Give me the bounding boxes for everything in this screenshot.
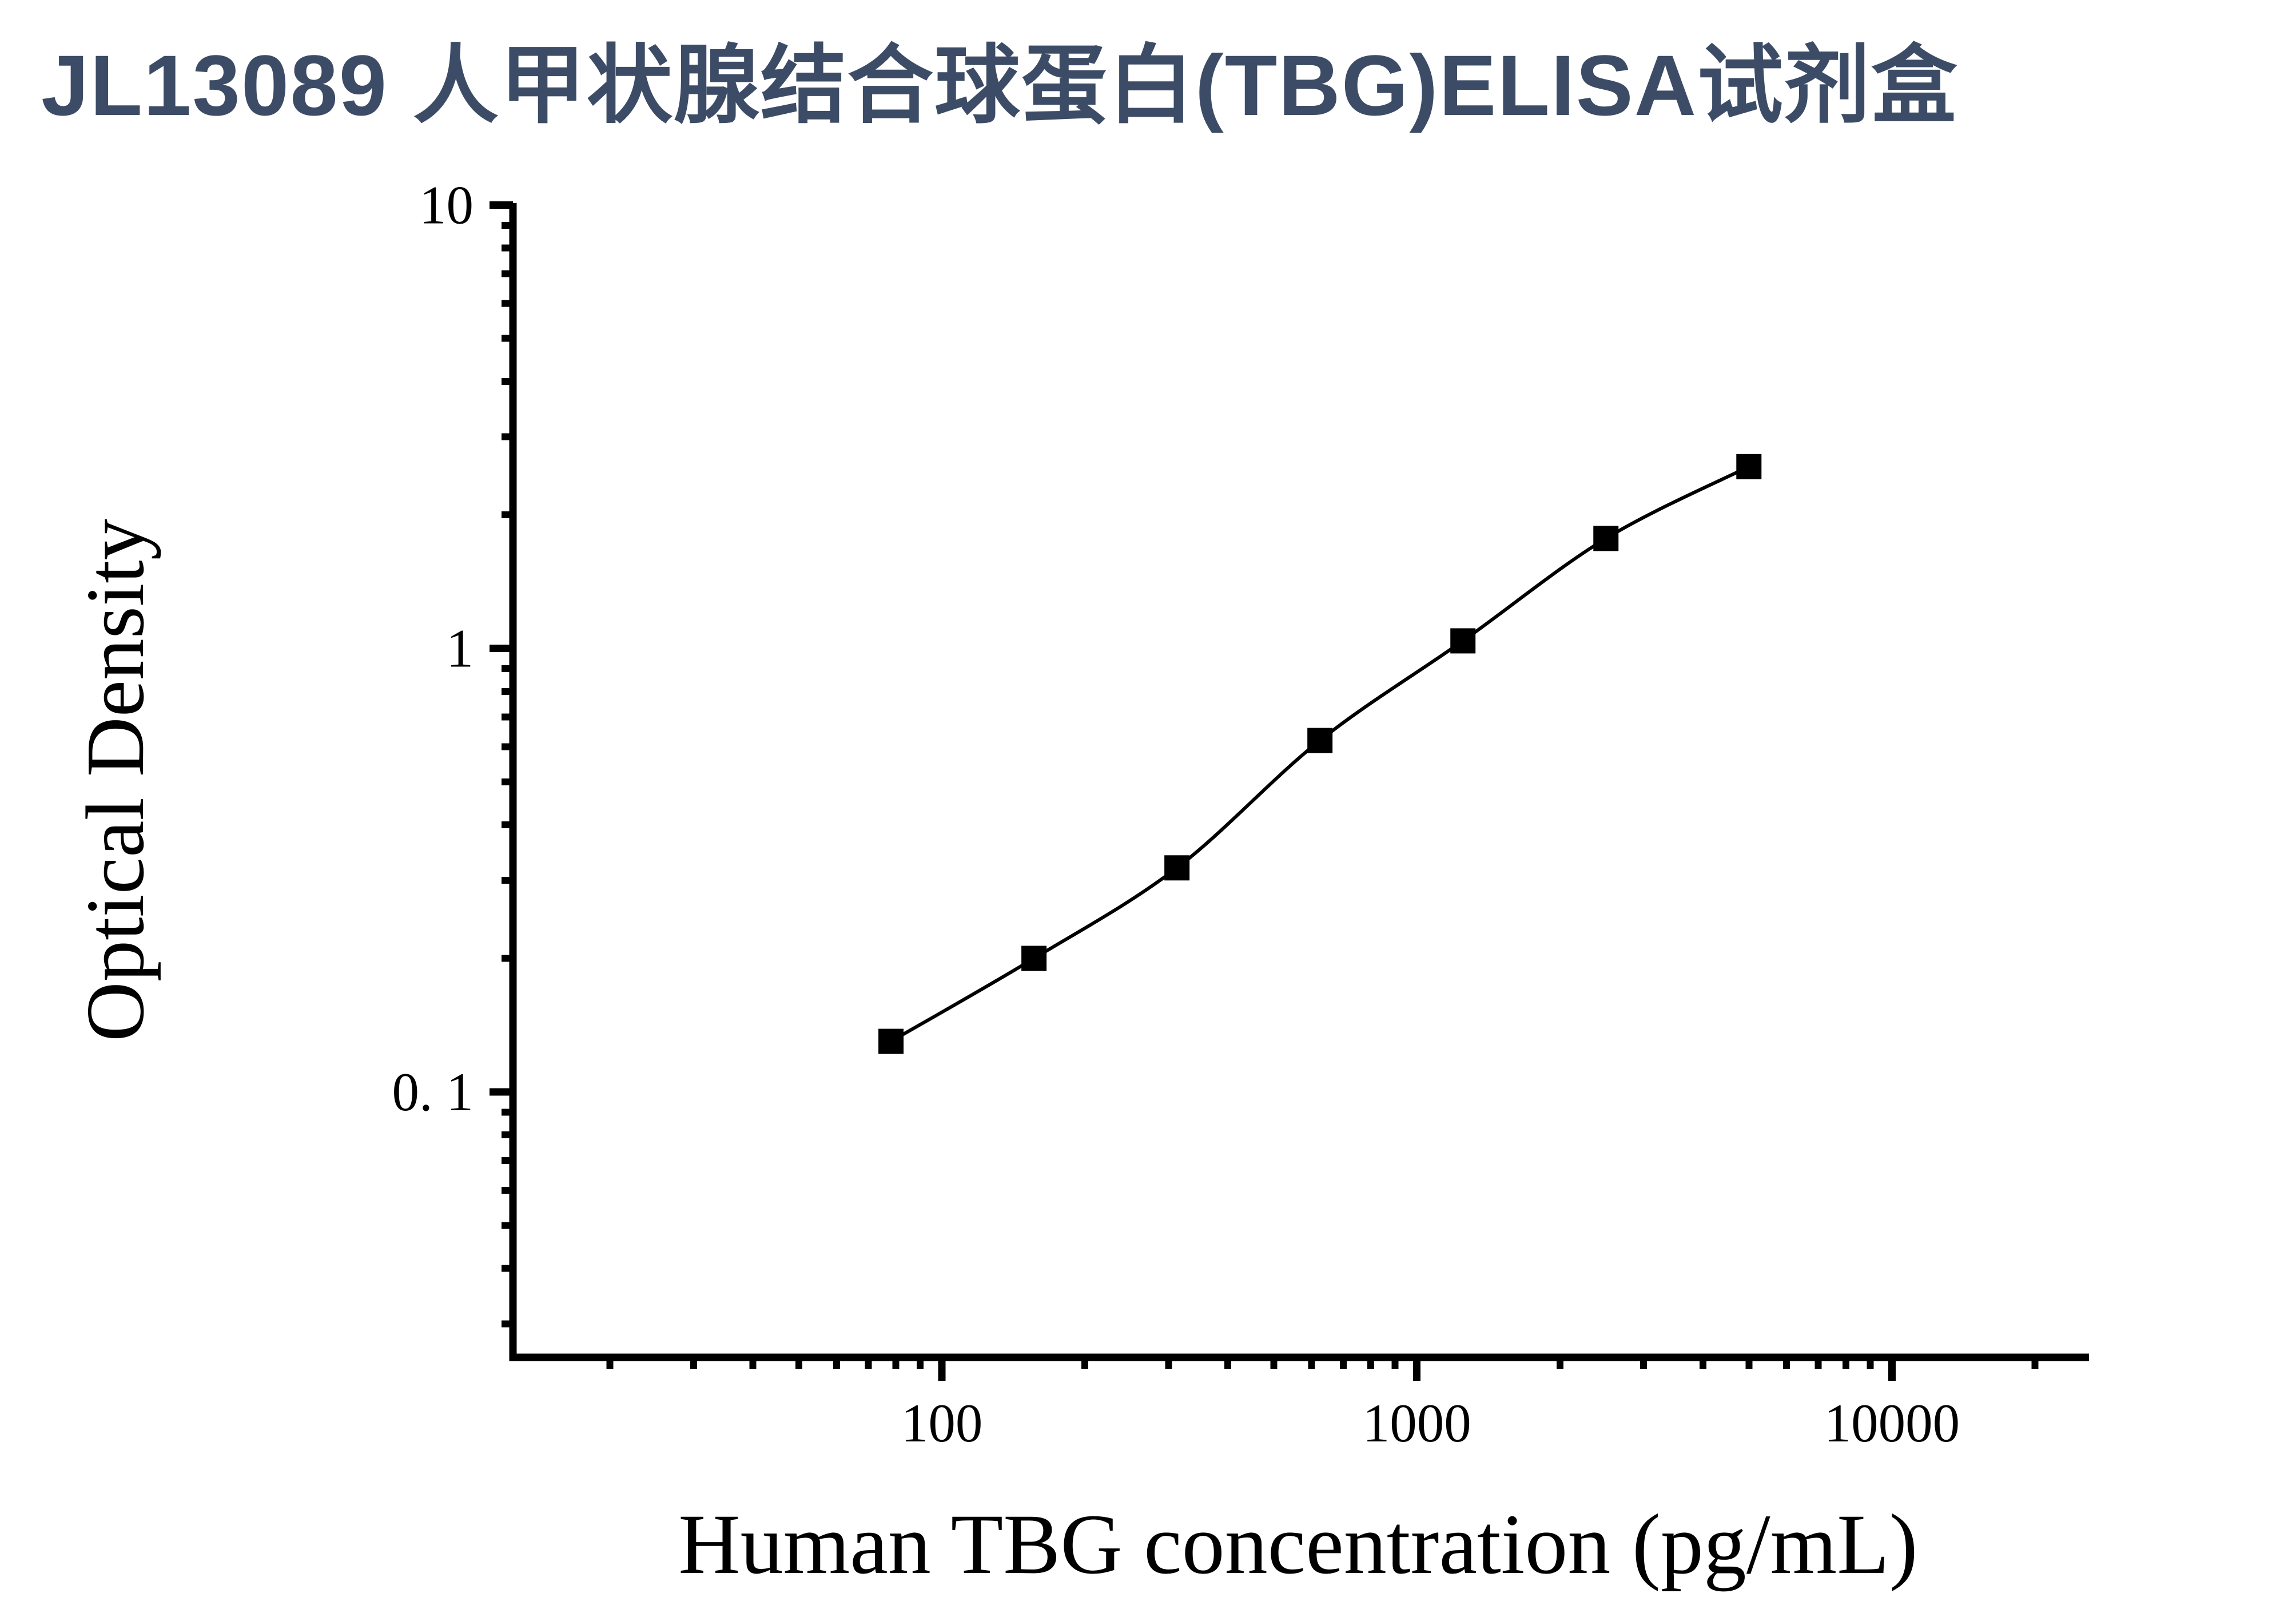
y-tick-label: 10 xyxy=(419,174,473,235)
data-point-marker xyxy=(1593,526,1619,551)
data-point-marker xyxy=(1450,628,1476,654)
x-tick-label: 10000 xyxy=(1824,1393,1960,1453)
x-axis-title: Human TBG concentration (pg/mL) xyxy=(678,1497,1918,1592)
data-point-marker xyxy=(1164,855,1190,881)
x-tick-label: 1000 xyxy=(1363,1393,1471,1453)
standard-curve-line xyxy=(890,465,1750,1043)
axes xyxy=(490,201,2089,1381)
axis-frame xyxy=(509,203,2089,1361)
page-title: JL13089 人甲状腺结合球蛋白(TBG)ELISA试剂盒 xyxy=(41,37,1959,133)
data-point-marker xyxy=(1021,945,1047,971)
data-point-marker xyxy=(878,1028,904,1054)
y-tick-label: 1 xyxy=(447,618,474,679)
y-tick-label: 0. 1 xyxy=(392,1062,474,1122)
x-tick-label: 100 xyxy=(901,1393,983,1453)
data-point-marker xyxy=(1736,454,1762,479)
data-point-marker xyxy=(1307,728,1333,753)
y-axis-title: Optical Density xyxy=(70,519,161,1042)
data-points xyxy=(878,454,1762,1054)
